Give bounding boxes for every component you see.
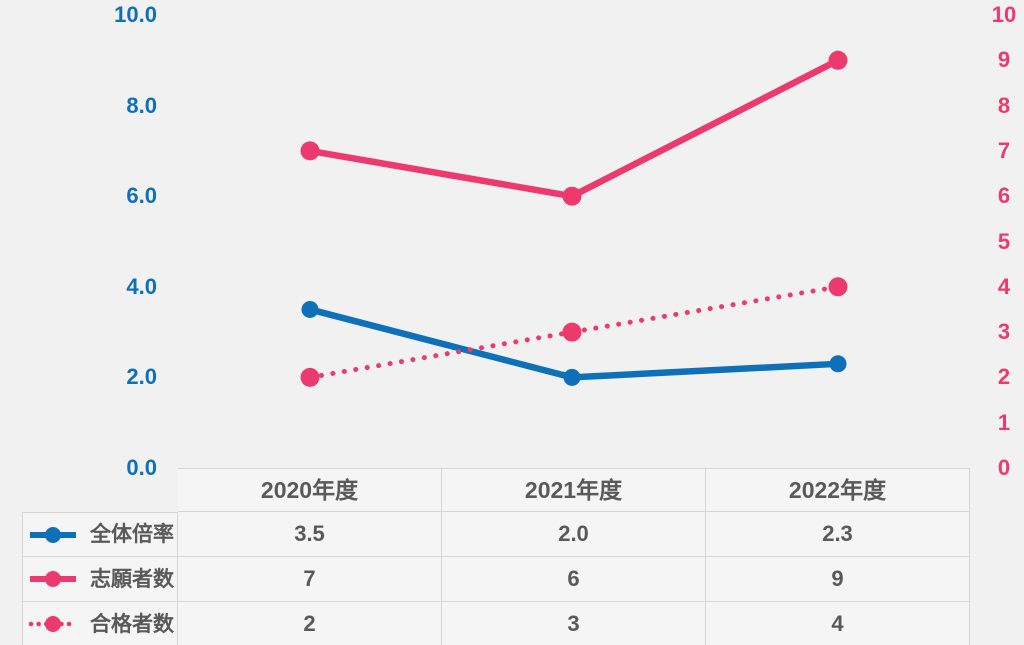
line-chart-plot-area	[300, 50, 848, 387]
table-cell: 2	[178, 602, 442, 645]
table-cell: 9	[706, 557, 970, 602]
axis-tick-label: 0	[997, 455, 1011, 480]
data-table: 2020年度 2021年度 2022年度 全体倍率 3.5 2.0 2.3 志願…	[22, 468, 970, 645]
series-2-marker	[300, 367, 320, 387]
table-cell: 4	[706, 602, 970, 645]
legend-label: 全体倍率	[90, 523, 174, 546]
table-cell: 6	[442, 557, 706, 602]
axis-tick-label: 8.0	[126, 92, 157, 118]
column-header-2020: 2020年度	[178, 468, 442, 512]
table-cell: 2.0	[442, 512, 706, 557]
column-header-2022: 2022年度	[706, 468, 970, 512]
series-1-marker	[300, 141, 320, 161]
axis-tick-label: 1	[997, 409, 1011, 435]
legend-item-applicants: 志願者数	[22, 557, 178, 602]
axis-tick-label: 10.0	[114, 2, 157, 27]
table-cell: 7	[178, 557, 442, 602]
axis-tick-label: 6.0	[126, 183, 157, 209]
table-cell: 3.5	[178, 512, 442, 557]
axis-tick-label: 6	[997, 183, 1011, 209]
pink-solid-line-marker-icon	[30, 571, 76, 587]
series-0-marker	[301, 300, 319, 318]
axis-tick-label: 9	[997, 47, 1011, 73]
table-cell: 2.3	[706, 512, 970, 557]
axis-tick-label: 5	[997, 228, 1011, 254]
left-y-axis: 0.0 2.0 4.0 6.0 8.0 10.0	[0, 0, 157, 645]
axis-tick-label: 4	[997, 273, 1011, 299]
axis-tick-label: 0.0	[126, 455, 157, 480]
series-1-marker	[828, 50, 848, 70]
column-header-2021: 2021年度	[442, 468, 706, 512]
series-2-marker	[562, 322, 582, 342]
axis-tick-label: 7	[997, 137, 1011, 163]
table-cell: 3	[442, 602, 706, 645]
legend-item-successful: 合格者数	[22, 602, 178, 645]
legend-item-overall-ratio: 全体倍率	[22, 512, 178, 557]
legend-label: 志願者数	[90, 567, 174, 591]
series-line-1	[309, 57, 840, 200]
series-2-marker	[828, 277, 848, 297]
series-0-marker	[829, 355, 847, 373]
series-0-marker	[563, 368, 581, 386]
legend-label: 合格者数	[90, 612, 174, 636]
axis-tick-label: 10	[991, 2, 1017, 27]
axis-tick-label: 2.0	[126, 364, 157, 390]
axis-tick-label: 2	[997, 364, 1011, 390]
axis-tick-label: 3	[997, 319, 1011, 345]
axis-tick-label: 4.0	[126, 273, 157, 299]
legend-column-header	[22, 468, 178, 512]
axis-tick-label: 8	[997, 92, 1011, 118]
series-1-marker	[562, 186, 582, 206]
right-y-axis: 0 1 2 3 4 5 6 7 8 9 10	[985, 0, 1023, 645]
pink-dotted-line-marker-icon	[28, 616, 78, 632]
series-line-0	[309, 306, 839, 381]
blue-solid-line-marker-icon	[30, 526, 76, 543]
